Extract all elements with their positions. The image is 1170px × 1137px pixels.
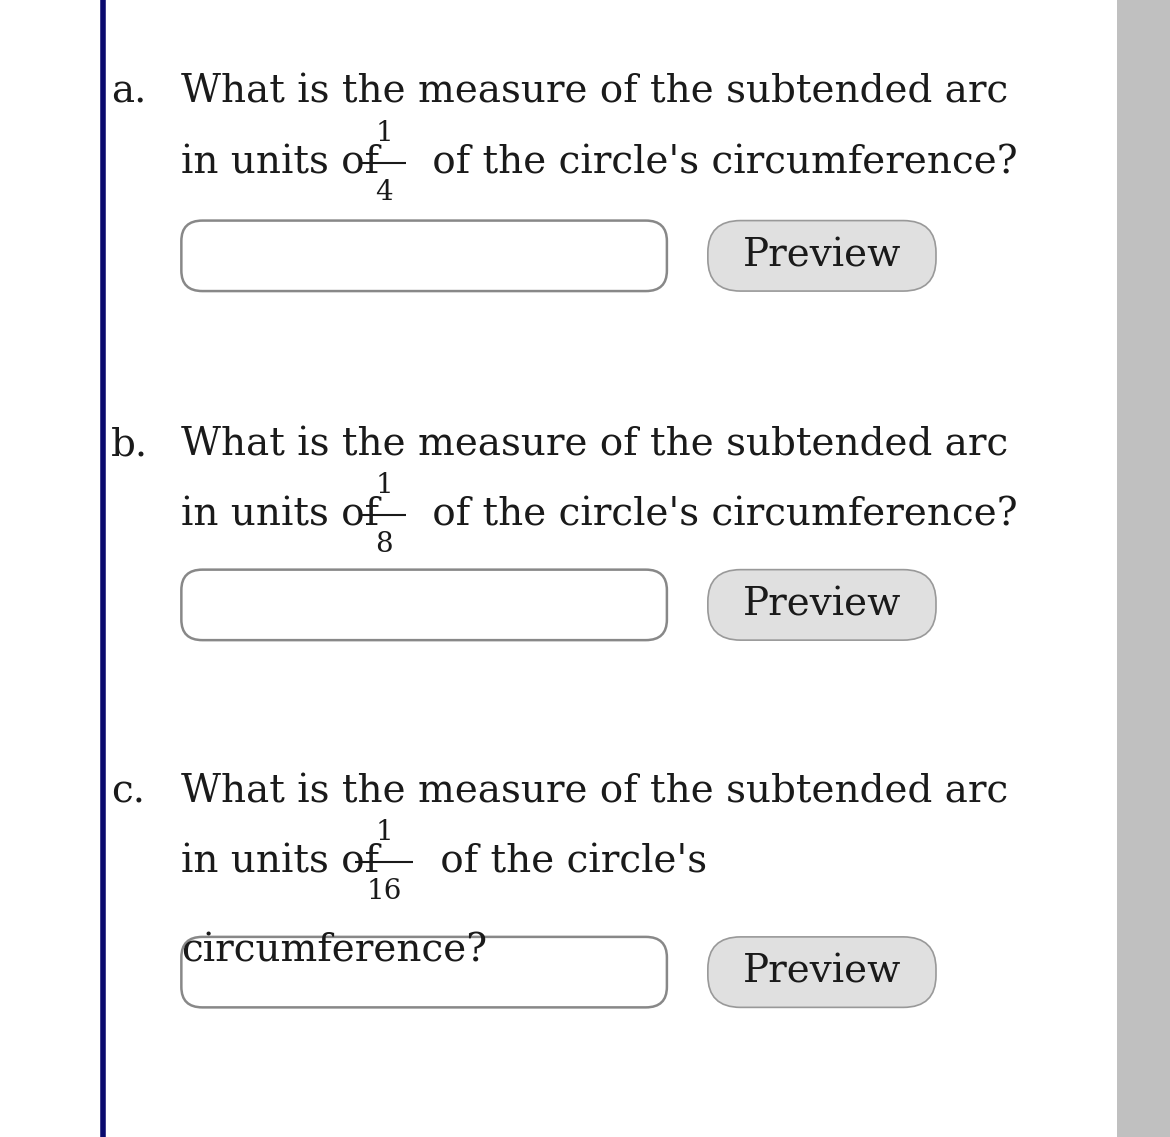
Text: of the circle's circumference?: of the circle's circumference? <box>420 497 1018 533</box>
Text: 4: 4 <box>376 179 393 206</box>
Text: 1: 1 <box>376 819 393 846</box>
Text: What is the measure of the subtended arc: What is the measure of the subtended arc <box>181 74 1009 111</box>
Text: in units of: in units of <box>181 844 392 880</box>
Text: b.: b. <box>111 426 149 464</box>
FancyBboxPatch shape <box>181 937 667 1007</box>
FancyBboxPatch shape <box>708 937 936 1007</box>
Text: 16: 16 <box>366 878 402 905</box>
Text: of the circle's circumference?: of the circle's circumference? <box>420 144 1018 181</box>
Text: 8: 8 <box>376 531 393 558</box>
FancyBboxPatch shape <box>181 221 667 291</box>
Text: in units of: in units of <box>181 144 392 181</box>
Text: circumference?: circumference? <box>181 932 488 969</box>
Text: Preview: Preview <box>743 954 901 990</box>
FancyBboxPatch shape <box>1117 0 1170 1137</box>
Text: 1: 1 <box>376 472 393 499</box>
FancyBboxPatch shape <box>708 221 936 291</box>
Text: in units of: in units of <box>181 497 392 533</box>
Text: of the circle's: of the circle's <box>427 844 707 880</box>
Text: What is the measure of the subtended arc: What is the measure of the subtended arc <box>181 426 1009 464</box>
Text: Preview: Preview <box>743 238 901 274</box>
Text: 1: 1 <box>376 119 393 147</box>
Text: Preview: Preview <box>743 587 901 623</box>
FancyBboxPatch shape <box>181 570 667 640</box>
FancyBboxPatch shape <box>708 570 936 640</box>
Text: c.: c. <box>111 773 145 811</box>
Text: a.: a. <box>111 74 146 111</box>
Text: What is the measure of the subtended arc: What is the measure of the subtended arc <box>181 773 1009 811</box>
